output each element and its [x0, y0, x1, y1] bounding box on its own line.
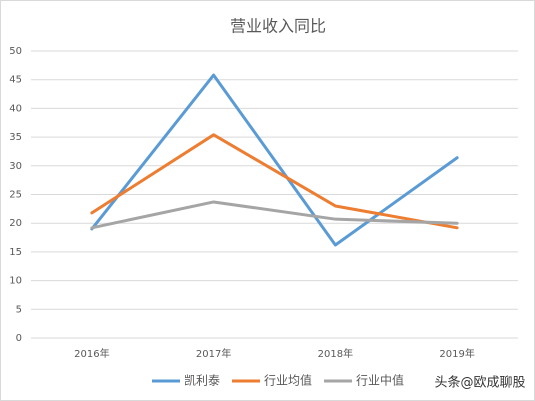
y-tick-label: 45	[9, 75, 22, 86]
y-tick-label: 5	[16, 304, 22, 315]
x-tick-label: 2017年	[196, 347, 231, 360]
y-tick-label: 10	[9, 276, 22, 287]
legend-label: 凯利泰	[184, 374, 220, 388]
y-tick-label: 25	[9, 190, 22, 201]
y-tick-label: 35	[9, 132, 22, 143]
chart-title: 营业收入同比	[230, 17, 326, 36]
x-tick-label: 2016年	[74, 347, 109, 360]
y-tick-label: 40	[9, 103, 22, 114]
y-tick-label: 20	[9, 218, 22, 229]
legend-label: 行业中值	[356, 373, 404, 388]
watermark: 头条@欧成聊股	[434, 375, 525, 391]
y-tick-label: 0	[16, 333, 22, 344]
x-tick-label: 2018年	[318, 347, 353, 360]
y-tick-label: 50	[9, 46, 22, 57]
y-tick-label: 15	[9, 247, 22, 258]
x-tick-label: 2019年	[439, 347, 474, 360]
series-line	[90, 73, 459, 247]
series-line	[90, 133, 459, 230]
series-line	[90, 200, 459, 230]
y-tick-label: 30	[9, 161, 22, 172]
legend-label: 行业均值	[264, 373, 312, 388]
